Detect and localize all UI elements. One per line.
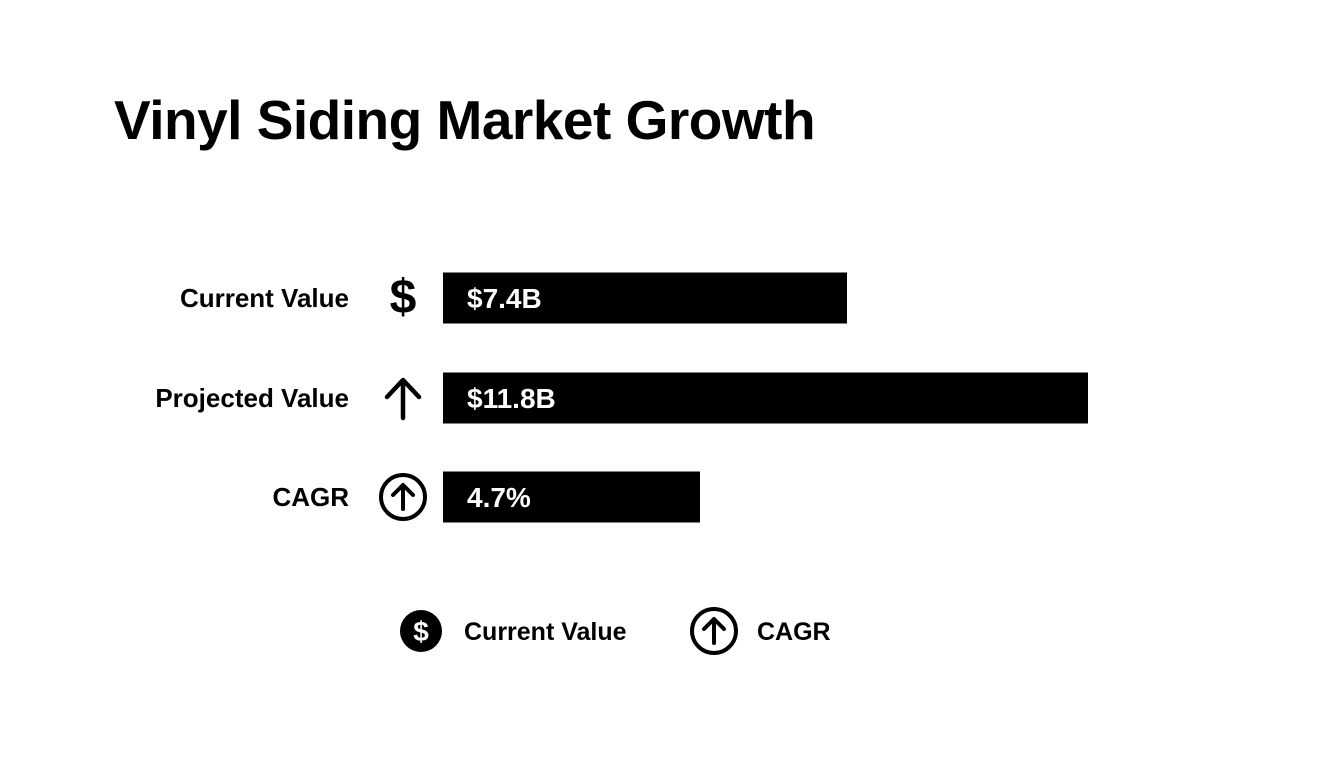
category-label: Projected Value bbox=[155, 383, 349, 413]
value-label: $11.8B bbox=[467, 383, 556, 414]
dollar-icon: $ bbox=[390, 271, 417, 324]
legend-label: CAGR bbox=[757, 618, 831, 646]
bar bbox=[443, 471, 700, 523]
arrow-up-icon bbox=[384, 377, 422, 421]
svg-text:$: $ bbox=[413, 616, 429, 647]
category-label: CAGR bbox=[272, 482, 349, 512]
value-label: 4.7% bbox=[467, 482, 531, 513]
legend-item: $ Current Value bbox=[400, 610, 627, 652]
legend-label: Current Value bbox=[464, 618, 627, 646]
category-label: Current Value bbox=[180, 283, 349, 313]
bar-row: CAGR 4.7% bbox=[272, 471, 700, 523]
arrow-up-circle-icon bbox=[379, 473, 427, 521]
arrow-up-circle-icon bbox=[690, 607, 738, 655]
svg-text:$: $ bbox=[390, 271, 417, 324]
legend-item: CAGR bbox=[690, 607, 831, 655]
bar-row: Current Value $ $7.4B bbox=[180, 271, 847, 324]
dollar-circle-icon: $ bbox=[400, 610, 442, 652]
bar-row: Projected Value $11.8B bbox=[155, 372, 1088, 424]
value-label: $7.4B bbox=[467, 283, 542, 314]
bar bbox=[443, 372, 1088, 424]
chart-title: Vinyl Siding Market Growth bbox=[114, 89, 816, 151]
bar bbox=[443, 272, 847, 324]
legend: $ Current Value CAGR bbox=[400, 607, 831, 655]
